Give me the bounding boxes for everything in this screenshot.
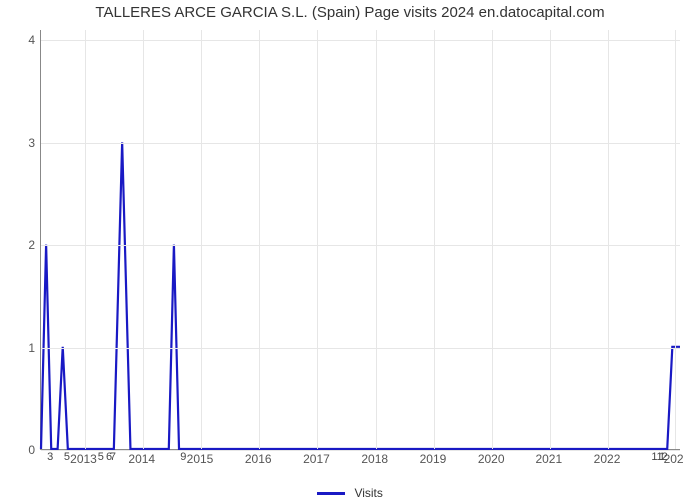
x-tick-label: 2022 [594,452,621,466]
y-tick-label: 1 [5,341,35,355]
visits-line [41,142,680,449]
x-tick-label: 2020 [478,452,505,466]
plot-area [40,30,680,450]
x-tick-label: 2021 [535,452,562,466]
x-tick-label: 2019 [420,452,447,466]
grid-line-v [201,30,202,449]
chart-container: TALLERES ARCE GARCIA S.L. (Spain) Page v… [0,0,700,500]
x-tick-label: 2014 [128,452,155,466]
legend-swatch [317,492,345,495]
y-tick-label: 4 [5,33,35,47]
grid-line-v [675,30,676,449]
point-value-label: 2 [662,451,668,463]
grid-line-v [143,30,144,449]
x-tick-label: 2017 [303,452,330,466]
grid-line-v [85,30,86,449]
y-tick-label: 0 [5,443,35,457]
point-value-label: 5 [98,451,104,463]
y-tick-label: 2 [5,238,35,252]
grid-line-v [492,30,493,449]
point-value-label: 9 [180,451,186,463]
grid-line-h [41,348,680,349]
grid-line-v [259,30,260,449]
legend-label: Visits [354,486,382,500]
grid-line-v [550,30,551,449]
legend: Visits [0,486,700,500]
x-tick-label: 2015 [187,452,214,466]
point-value-label: 3 [47,451,53,463]
grid-line-h [41,450,680,451]
x-tick-label: 2016 [245,452,272,466]
point-value-label: 7 [110,451,116,463]
grid-line-v [376,30,377,449]
grid-line-v [608,30,609,449]
grid-line-h [41,40,680,41]
grid-line-v [434,30,435,449]
grid-line-v [317,30,318,449]
grid-line-h [41,143,680,144]
point-value-label: 5 [64,451,70,463]
chart-title: TALLERES ARCE GARCIA S.L. (Spain) Page v… [0,4,700,21]
line-series [41,30,680,449]
x-tick-label: 2013 [70,452,97,466]
y-tick-label: 3 [5,136,35,150]
x-tick-label: 2018 [361,452,388,466]
grid-line-h [41,245,680,246]
